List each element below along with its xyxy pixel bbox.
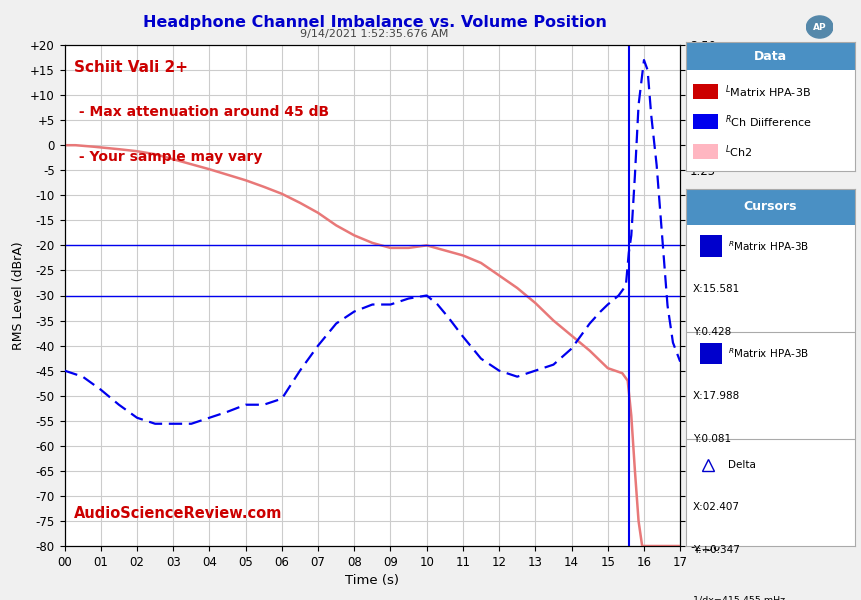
- Y-axis label: RMS Level (dB): RMS Level (dB): [724, 248, 737, 343]
- Text: X:15.581: X:15.581: [693, 284, 740, 294]
- Y-axis label: RMS Level (dBrA): RMS Level (dBrA): [11, 241, 25, 350]
- Text: X:02.407: X:02.407: [693, 502, 740, 512]
- Text: Cursors: Cursors: [744, 200, 797, 214]
- Text: Schiit Vali 2+: Schiit Vali 2+: [74, 60, 188, 75]
- Bar: [700, 235, 722, 257]
- Text: $^L$Matrix HPA-3B: $^L$Matrix HPA-3B: [725, 83, 811, 100]
- X-axis label: Time (s): Time (s): [345, 574, 400, 587]
- Bar: [693, 84, 718, 100]
- Text: Y:0.428: Y:0.428: [693, 327, 731, 337]
- Text: Y:+0.347: Y:+0.347: [693, 545, 740, 555]
- Text: Y:0.081: Y:0.081: [693, 434, 731, 444]
- Text: $^L$Ch2: $^L$Ch2: [725, 143, 753, 160]
- Bar: [686, 189, 855, 225]
- Text: - Max attenuation around 45 dB: - Max attenuation around 45 dB: [74, 105, 329, 119]
- Text: 9/14/2021 1:52:35.676 AM: 9/14/2021 1:52:35.676 AM: [300, 29, 449, 39]
- Bar: [700, 343, 722, 364]
- Text: Data: Data: [754, 50, 787, 62]
- Bar: [693, 113, 718, 129]
- Bar: [686, 42, 855, 70]
- Circle shape: [807, 16, 833, 38]
- Text: AudioScienceReview.com: AudioScienceReview.com: [74, 506, 282, 521]
- Text: $^R$Matrix HPA-3B: $^R$Matrix HPA-3B: [728, 346, 809, 360]
- Text: X:17.988: X:17.988: [693, 391, 740, 401]
- Text: 1/dx=415.455 mHz: 1/dx=415.455 mHz: [693, 595, 785, 600]
- Text: Headphone Channel Imbalance vs. Volume Position: Headphone Channel Imbalance vs. Volume P…: [143, 15, 606, 30]
- Text: Delta: Delta: [728, 460, 756, 470]
- Text: AP: AP: [813, 22, 827, 31]
- Bar: [693, 144, 718, 160]
- Text: - Your sample may vary: - Your sample may vary: [74, 150, 263, 164]
- Text: $^R$Ch Diifference: $^R$Ch Diifference: [725, 113, 812, 130]
- Text: $^R$Matrix HPA-3B: $^R$Matrix HPA-3B: [728, 239, 809, 253]
